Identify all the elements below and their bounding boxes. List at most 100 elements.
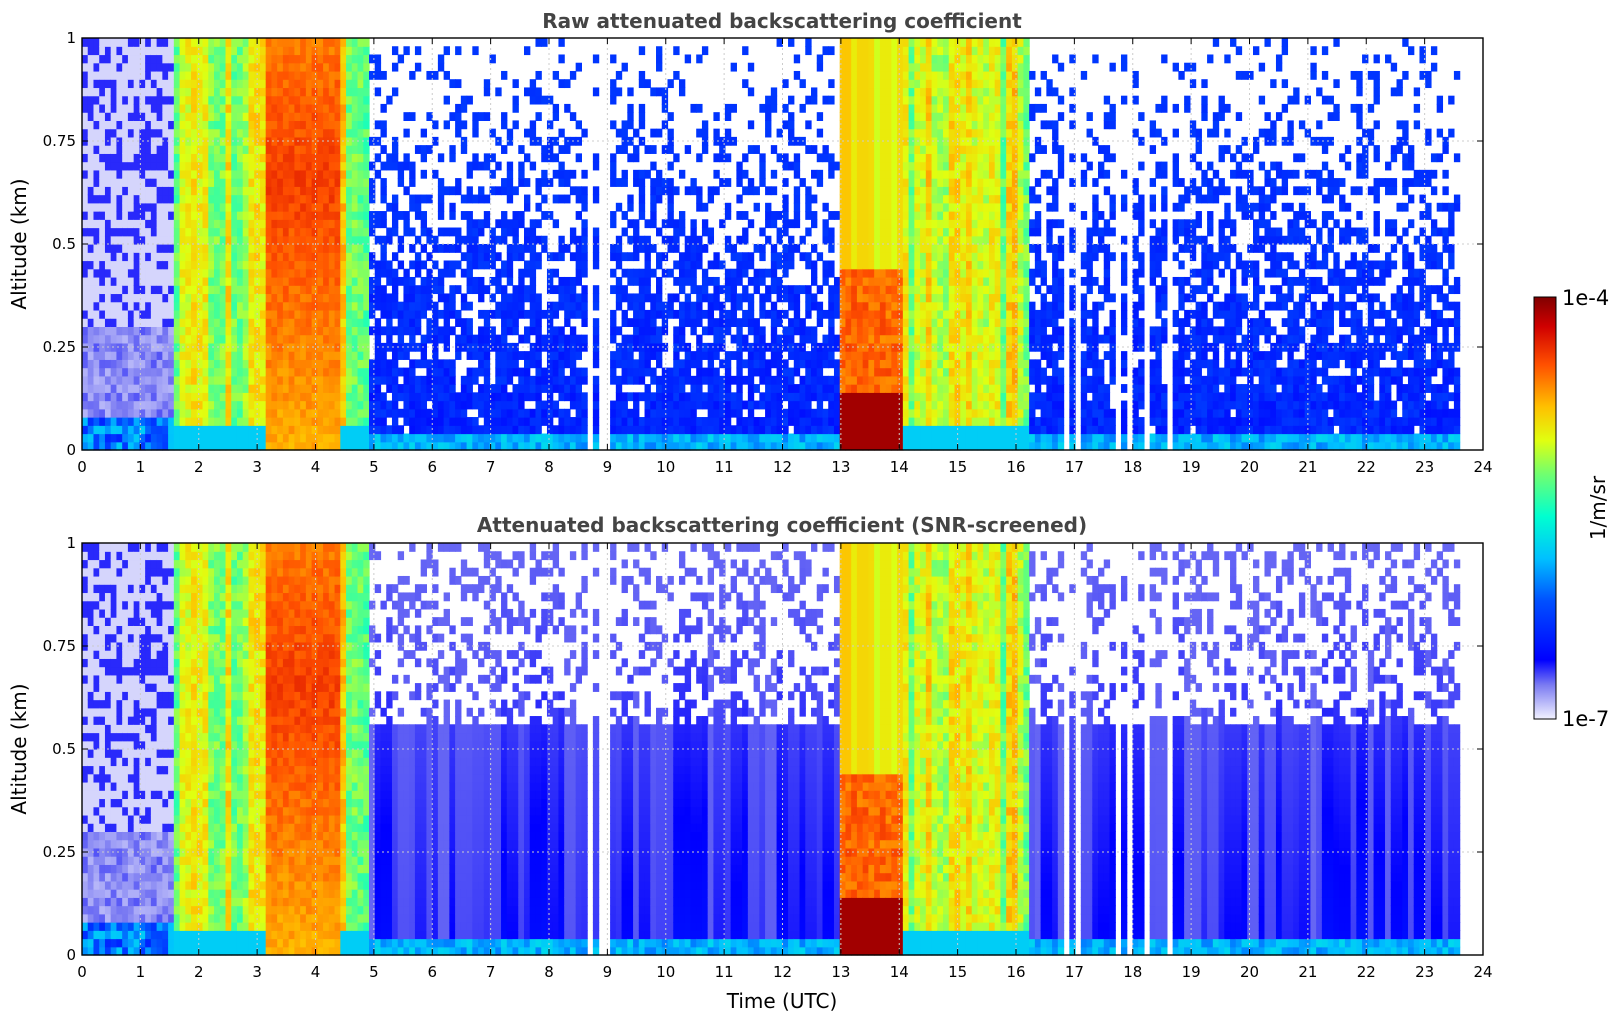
heatmap-cell <box>765 425 772 435</box>
heatmap-cell <box>162 334 169 344</box>
heatmap-cell <box>501 112 508 121</box>
heatmap-cell <box>397 244 405 253</box>
heatmap-cell <box>225 54 232 64</box>
heatmap-cell <box>856 417 864 426</box>
heatmap-cell <box>443 268 450 278</box>
heatmap-cell <box>265 153 273 163</box>
heatmap-cell <box>816 351 824 360</box>
heatmap-cell <box>277 103 284 113</box>
heatmap-cell <box>529 301 537 311</box>
heatmap-cell <box>173 235 181 245</box>
heatmap-cell <box>851 252 858 262</box>
heatmap-cell <box>145 219 152 229</box>
heatmap-cell <box>219 219 227 229</box>
heatmap-cell <box>277 417 284 426</box>
heatmap-cell <box>179 400 186 410</box>
heatmap-cell <box>506 260 514 270</box>
heatmap-cell <box>581 227 588 237</box>
heatmap-cell <box>225 112 232 121</box>
heatmap-cell <box>478 425 485 435</box>
heatmap-cell <box>99 417 106 426</box>
heatmap-cell <box>558 235 565 245</box>
heatmap-cell <box>139 227 146 237</box>
heatmap-cell <box>788 384 795 393</box>
heatmap-cell <box>701 120 709 130</box>
heatmap-cell <box>713 276 720 286</box>
heatmap-cell <box>816 375 824 385</box>
heatmap-cell <box>696 103 703 113</box>
heatmap-cell <box>437 211 445 220</box>
heatmap-cell <box>127 103 135 113</box>
heatmap-cell <box>311 235 318 245</box>
heatmap-cell <box>334 244 341 253</box>
heatmap-cell <box>546 441 554 451</box>
heatmap-cell <box>386 276 393 286</box>
heatmap-cell <box>162 268 169 278</box>
heatmap-cell <box>219 441 227 451</box>
heatmap-cell <box>466 194 473 204</box>
heatmap-cell <box>300 202 307 212</box>
heatmap-cell <box>225 384 232 393</box>
heatmap-cell <box>713 112 720 121</box>
heatmap-cell <box>156 351 163 360</box>
heatmap-cell <box>282 408 290 418</box>
heatmap-cell <box>529 425 537 435</box>
heatmap-cell <box>87 400 95 410</box>
heatmap-cell <box>351 128 359 138</box>
heatmap-cell <box>328 95 336 105</box>
heatmap-cell <box>822 260 829 270</box>
heatmap-cell <box>437 417 445 426</box>
heatmap-cell <box>701 417 709 426</box>
heatmap-cell <box>311 62 318 72</box>
heatmap-cell <box>713 136 720 146</box>
heatmap-cell <box>259 334 267 344</box>
heatmap-cell <box>179 359 186 369</box>
heatmap-cell <box>678 326 686 336</box>
heatmap-cell <box>483 433 491 443</box>
heatmap-cell <box>845 46 852 56</box>
heatmap-cell <box>168 268 175 278</box>
heatmap-cell <box>254 375 261 385</box>
heatmap-cell <box>259 260 267 270</box>
heatmap-cell <box>627 342 634 352</box>
heatmap-cell <box>730 433 737 443</box>
heatmap-cell <box>667 268 674 278</box>
heatmap-cell <box>742 318 749 327</box>
heatmap-cell <box>455 351 462 360</box>
heatmap-cell <box>793 219 801 229</box>
heatmap-cell <box>529 244 537 253</box>
heatmap-cell <box>839 400 847 410</box>
heatmap-cell <box>282 276 290 286</box>
heatmap-cell <box>627 367 634 377</box>
heatmap-cell <box>633 235 640 245</box>
heatmap-cell <box>868 293 875 303</box>
heatmap-cell <box>460 425 468 435</box>
heatmap-cell <box>397 334 405 344</box>
heatmap-cell <box>122 408 129 418</box>
heatmap-cell <box>288 79 295 89</box>
heatmap-cell <box>87 120 95 130</box>
heatmap-cell <box>512 211 519 220</box>
heatmap-cell <box>99 38 106 47</box>
heatmap-cell <box>478 186 485 196</box>
heatmap-cell <box>139 252 146 262</box>
heatmap-cell <box>839 268 847 278</box>
heatmap-cell <box>426 268 433 278</box>
heatmap-cell <box>770 260 778 270</box>
heatmap-cell <box>99 260 106 270</box>
heatmap-cell <box>346 103 353 113</box>
heatmap-cell <box>300 145 307 154</box>
heatmap-cell <box>231 186 238 196</box>
heatmap-cell <box>656 46 663 56</box>
heatmap-cell <box>236 301 244 311</box>
heatmap-cell <box>380 425 387 435</box>
heatmap-cell <box>414 145 422 154</box>
heatmap-cell <box>208 62 215 72</box>
heatmap-cell <box>460 211 468 220</box>
heatmap-cell <box>799 433 806 443</box>
heatmap-cell <box>110 425 118 435</box>
heatmap-cell <box>524 227 531 237</box>
heatmap-cell <box>93 186 100 196</box>
heatmap-cell <box>673 46 680 56</box>
heatmap-cell <box>386 375 393 385</box>
